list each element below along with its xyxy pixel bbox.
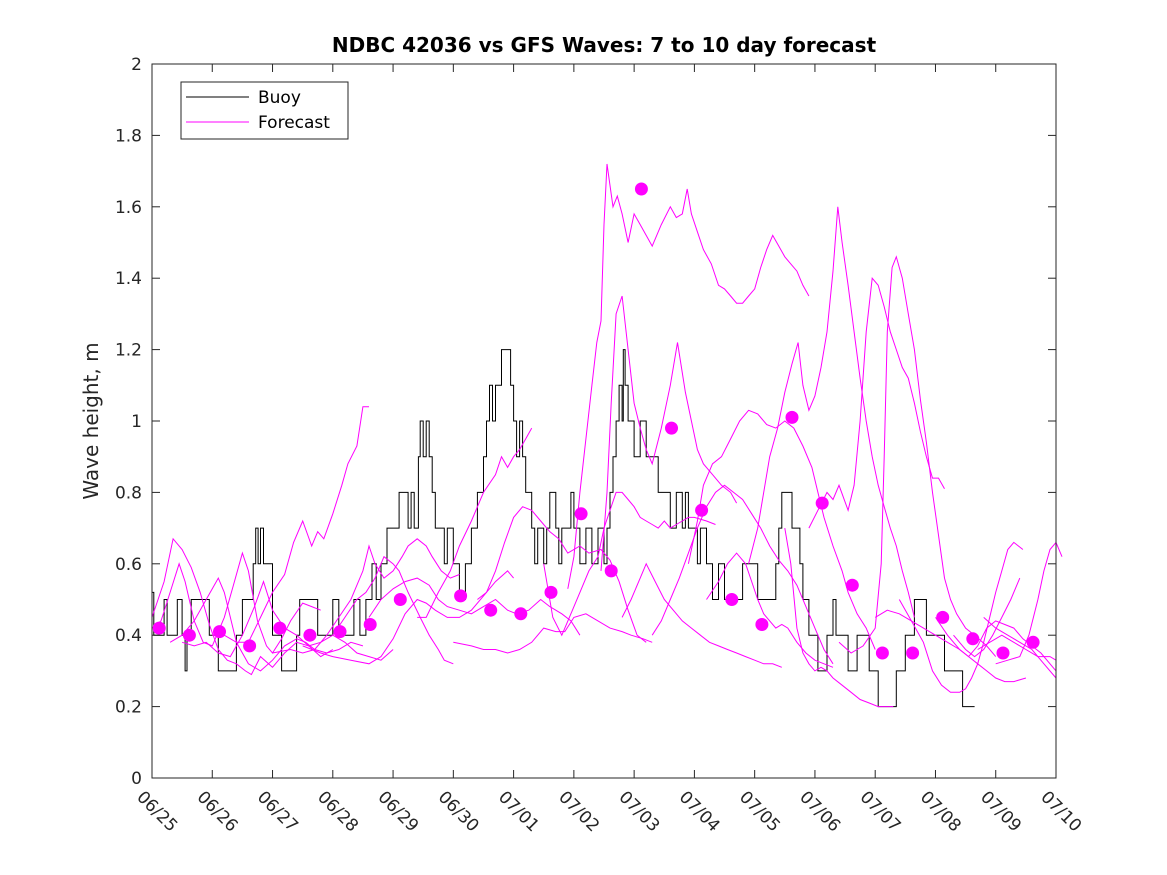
forecast-marker xyxy=(815,496,829,510)
y-tick-label: 0.4 xyxy=(115,626,142,646)
forecast-series-line xyxy=(651,484,834,665)
forecast-marker xyxy=(725,593,739,606)
forecast-marker-layer xyxy=(152,182,1040,660)
forecast-series-line xyxy=(543,491,716,637)
forecast-marker xyxy=(273,621,287,635)
forecast-series-line xyxy=(567,163,810,589)
forecast-series-line xyxy=(977,634,1057,661)
forecast-marker xyxy=(393,593,407,606)
forecast-series-line xyxy=(983,617,1057,679)
forecast-series-line xyxy=(953,577,1021,658)
forecast-series-line xyxy=(368,577,581,636)
y-tick-label: 1.8 xyxy=(115,126,142,146)
forecast-marker xyxy=(665,421,678,435)
forecast-marker xyxy=(755,618,769,631)
forecast-marker xyxy=(996,646,1010,660)
forecast-series-line xyxy=(687,409,876,650)
forecast-series-line xyxy=(838,255,997,657)
y-tick-label: 0.6 xyxy=(115,555,142,575)
y-axis: 0 0.2 0.4 0.6 0.8 1 1.2 1.4 1.6 1.8 2 xyxy=(115,55,1056,789)
y-tick-label: 2 xyxy=(131,55,142,75)
forecast-series-line xyxy=(808,276,945,529)
forecast-marker xyxy=(514,607,528,621)
forecast-marker xyxy=(363,618,377,631)
forecast-series-line xyxy=(417,427,533,618)
forecast-marker xyxy=(936,610,950,624)
forecast-marker xyxy=(966,632,980,646)
forecast-marker xyxy=(906,646,920,660)
forecast-series-line xyxy=(995,541,1063,665)
forecast-series-line xyxy=(332,555,454,665)
forecast-series-line xyxy=(898,541,1024,693)
legend-box xyxy=(180,81,349,140)
forecast-marker xyxy=(1026,635,1040,649)
forecast-series-line xyxy=(748,206,915,618)
y-tick-label: 1.6 xyxy=(115,198,142,218)
forecast-series-line xyxy=(169,576,364,672)
forecast-series-line xyxy=(784,528,894,708)
forecast-marker xyxy=(845,578,859,592)
y-tick-label: 0.8 xyxy=(115,483,142,503)
forecast-marker xyxy=(695,503,709,517)
y-tick-label: 1.2 xyxy=(115,341,142,361)
forecast-series-line xyxy=(935,617,1057,672)
forecast-marker xyxy=(544,585,558,599)
legend: Buoy Forecast xyxy=(180,81,349,140)
forecast-marker xyxy=(574,507,588,521)
forecast-series-line xyxy=(477,506,647,643)
forecast-marker xyxy=(333,625,347,639)
forecast-marker xyxy=(152,621,166,635)
forecast-marker xyxy=(484,603,498,617)
chart-title: NDBC 42036 vs GFS Waves: 7 to 10 day for… xyxy=(332,33,877,57)
buoy-series-line xyxy=(152,349,975,708)
y-tick-label: 0.2 xyxy=(115,698,142,718)
forecast-marker xyxy=(454,589,468,603)
legend-label-buoy: Buoy xyxy=(258,88,301,108)
forecast-series-line xyxy=(272,538,460,654)
forecast-marker xyxy=(875,646,889,660)
legend-label-forecast: Forecast xyxy=(258,113,330,133)
y-tick-label: 1 xyxy=(131,412,142,432)
forecast-marker xyxy=(182,628,196,642)
y-tick-label: 1.4 xyxy=(115,269,142,289)
forecast-marker xyxy=(634,182,648,196)
y-tick-label: 0 xyxy=(131,769,142,789)
forecast-marker xyxy=(785,410,799,424)
buoy-series-layer xyxy=(152,349,975,708)
y-axis-label: Wave height, m xyxy=(79,342,103,499)
forecast-marker xyxy=(213,625,226,639)
forecast-series-line xyxy=(621,562,782,668)
forecast-series-line xyxy=(151,551,321,654)
forecast-marker xyxy=(303,628,317,642)
forecast-marker xyxy=(604,564,618,578)
forecast-series-line xyxy=(706,552,834,668)
forecast-marker xyxy=(243,639,257,653)
forecast-series-line xyxy=(151,537,334,676)
